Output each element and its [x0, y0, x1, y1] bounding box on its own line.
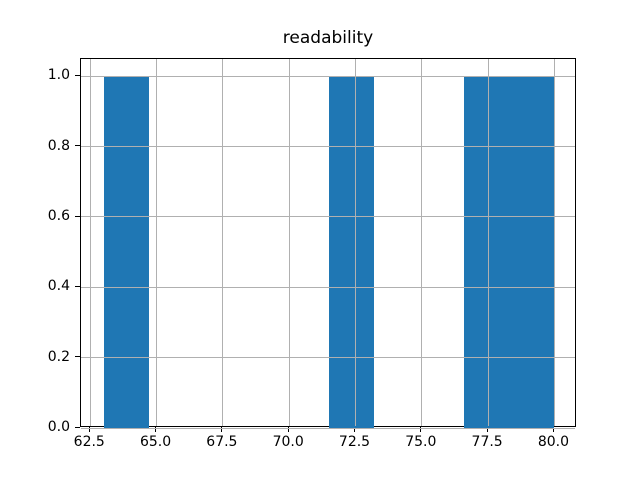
y-tick-label: 0.6: [47, 208, 70, 224]
histogram-bar: [509, 76, 555, 429]
y-tick-label: 0.4: [47, 278, 70, 295]
x-tick-label: 67.5: [206, 434, 238, 451]
x-tick-label: 75.0: [405, 434, 437, 451]
x-tick-mark: [420, 427, 422, 433]
x-tick-mark: [354, 427, 356, 433]
y-tick-mark: [75, 426, 80, 428]
x-tick-mark: [155, 427, 157, 433]
y-tick-mark: [75, 215, 80, 217]
x-tick-mark: [287, 427, 289, 433]
histogram-bar: [103, 76, 149, 429]
y-tick-mark: [75, 285, 80, 287]
chart-title: readability: [282, 28, 374, 48]
y-tick-mark: [75, 145, 80, 147]
y-gridline: [81, 216, 575, 218]
x-tick-label: 62.5: [73, 434, 105, 451]
x-tick-mark: [486, 427, 488, 433]
x-gridline: [355, 58, 357, 427]
x-tick-mark: [221, 427, 223, 433]
x-gridline: [487, 58, 489, 427]
y-tick-label: 1.0: [47, 67, 70, 84]
y-tick-label: 0.0: [47, 419, 70, 436]
histogram-bar: [329, 76, 375, 429]
plot-area: [80, 57, 576, 429]
y-gridline: [81, 146, 575, 148]
x-tick-label: 65.0: [139, 434, 172, 451]
x-gridline: [222, 58, 224, 427]
x-tick-label: 80.0: [537, 434, 570, 451]
x-tick-label: 72.5: [338, 434, 371, 451]
y-tick-label: 0.2: [47, 348, 70, 365]
x-tick-mark: [552, 427, 554, 433]
x-tick-label: 77.5: [471, 434, 503, 451]
x-gridline: [288, 58, 290, 427]
y-gridline: [81, 286, 575, 288]
x-gridline: [421, 58, 423, 427]
x-gridline: [553, 58, 555, 427]
x-tick-mark: [88, 427, 90, 433]
x-gridline: [89, 58, 91, 427]
y-tick-mark: [75, 356, 80, 358]
y-gridline: [81, 75, 575, 77]
y-tick-mark: [75, 74, 80, 76]
x-gridline: [156, 58, 158, 427]
y-tick-label: 0.8: [47, 137, 70, 154]
y-gridline: [81, 357, 575, 359]
histogram-bar: [464, 76, 510, 429]
x-tick-label: 70.0: [272, 434, 304, 451]
y-gridline: [81, 427, 575, 429]
